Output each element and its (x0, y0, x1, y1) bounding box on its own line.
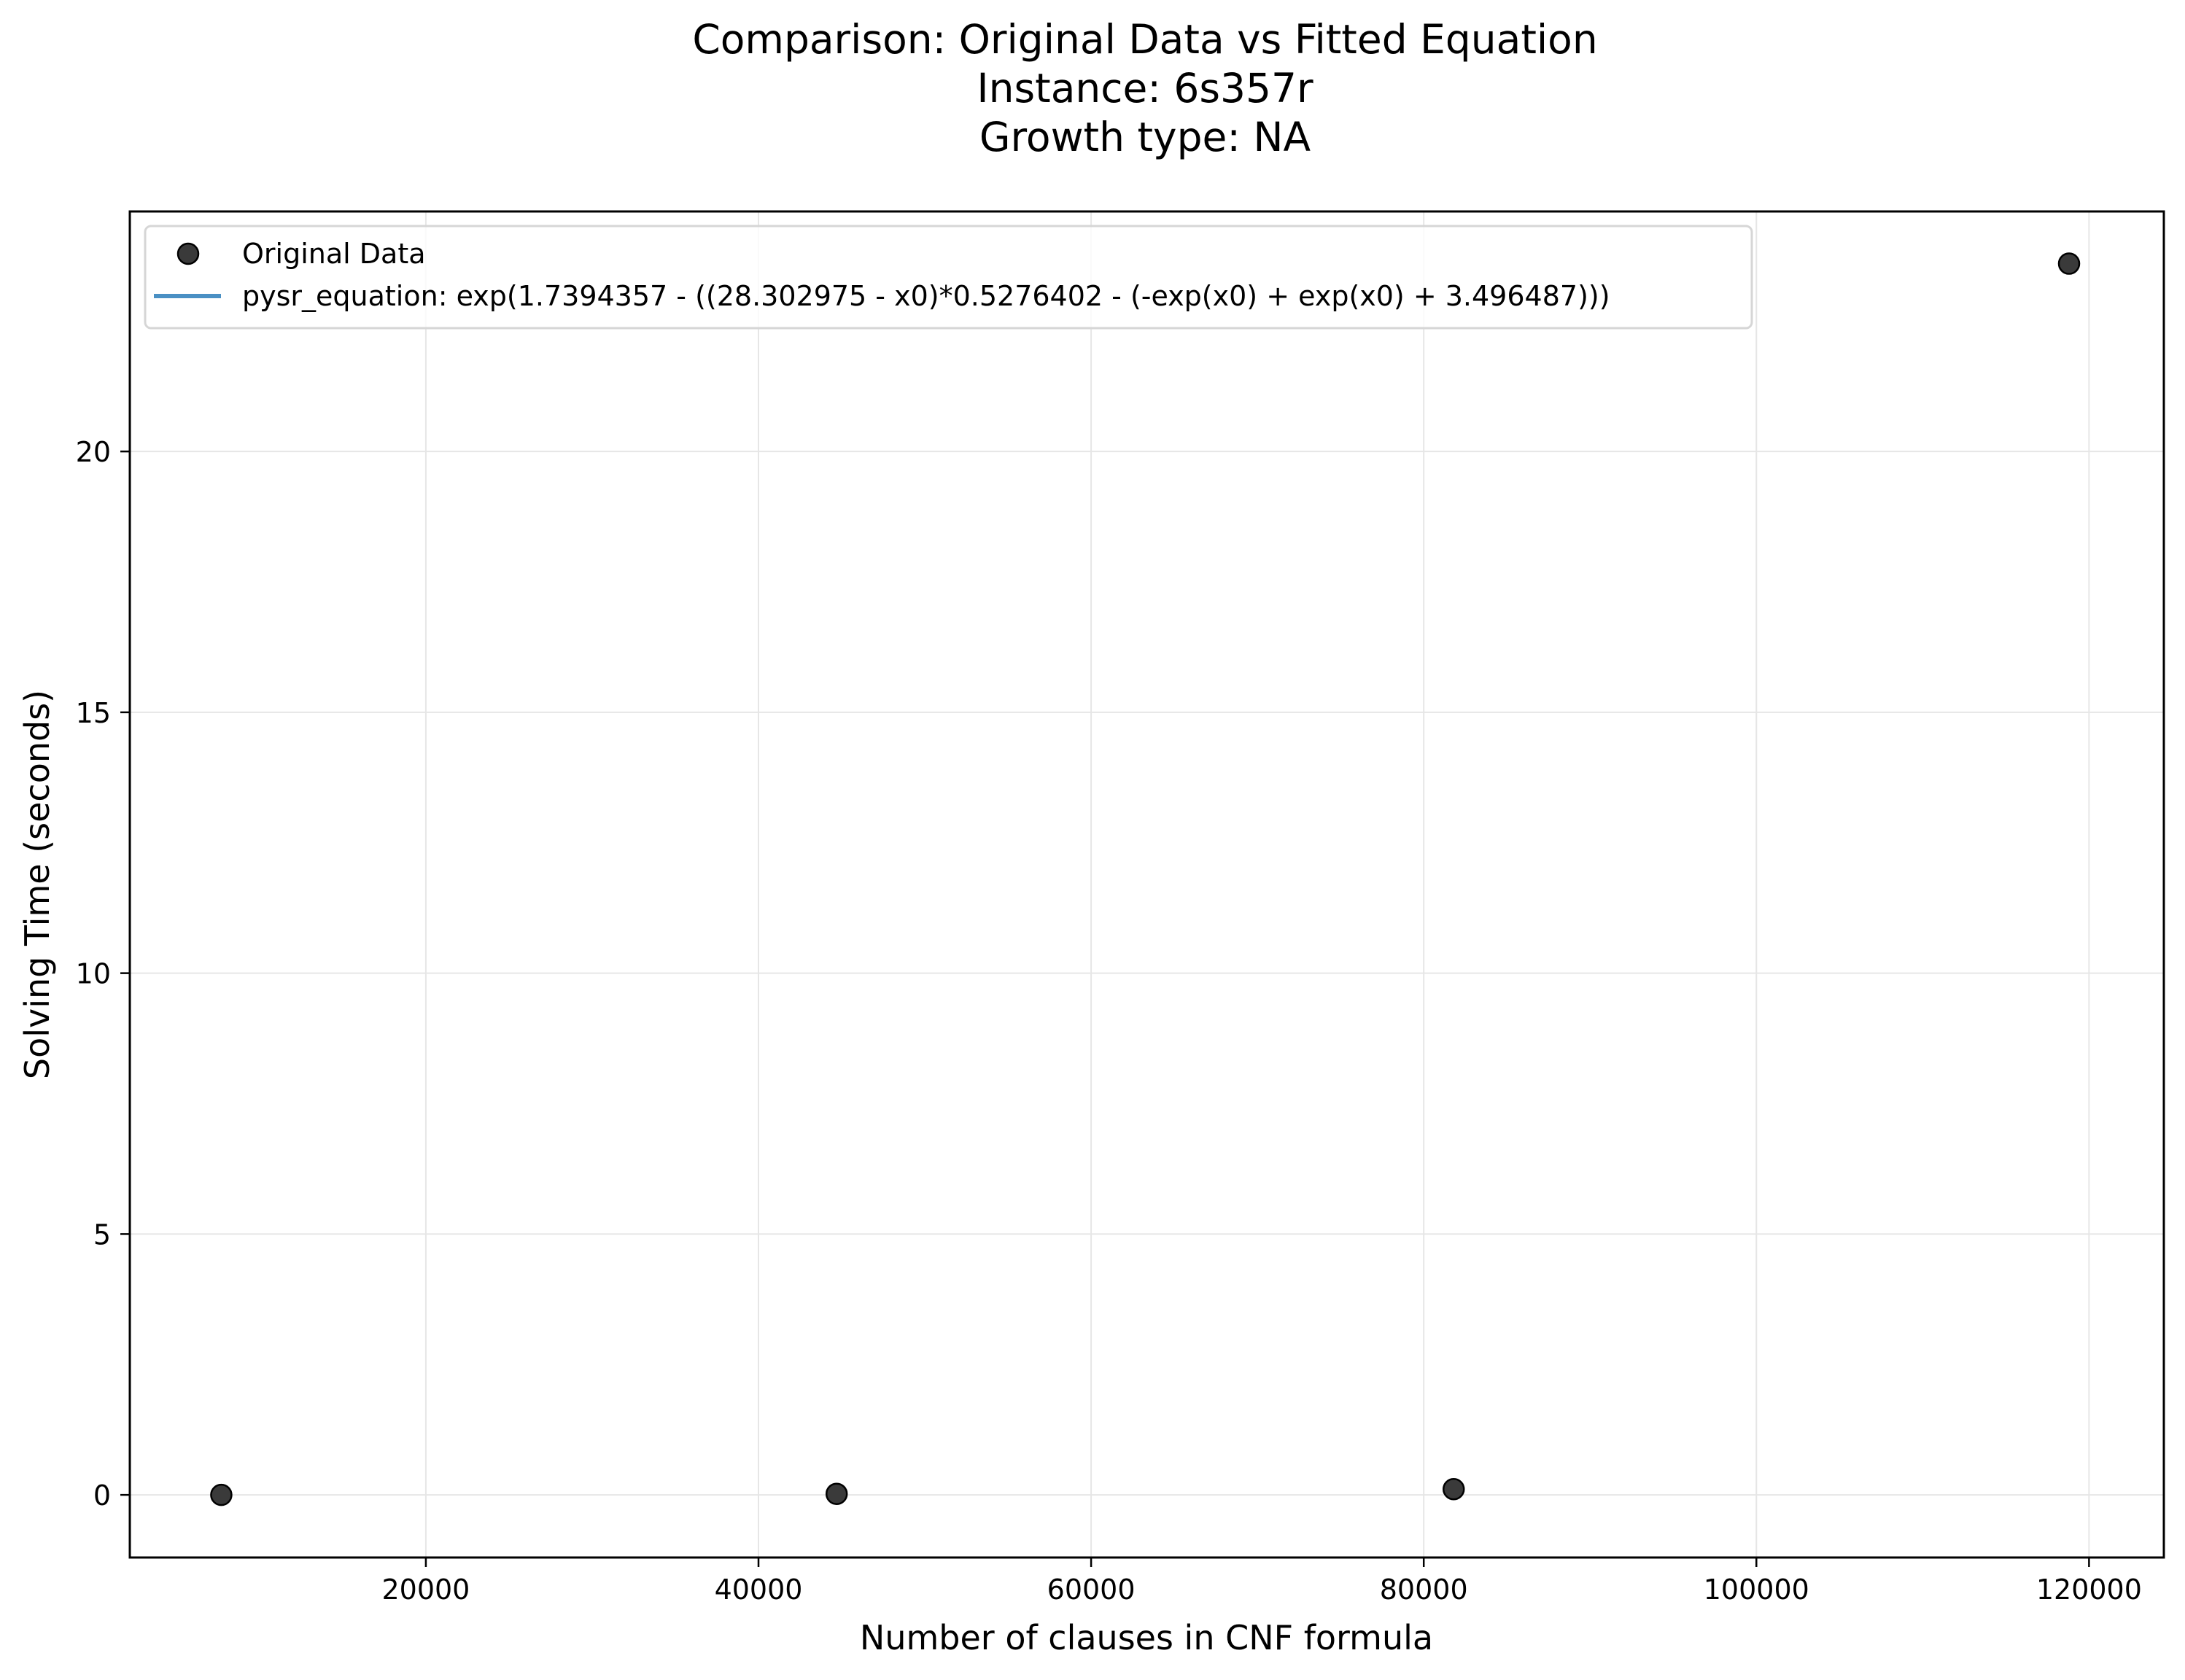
legend: Original Data pysr_equation: exp(1.73943… (144, 225, 1753, 330)
plot-area-frame (128, 210, 2165, 1559)
x-tick-label: 60000 (1047, 1574, 1136, 1606)
data-points (210, 252, 2081, 1506)
chart-title-line-3: Growth type: NA (979, 114, 1311, 160)
data-point (2057, 252, 2081, 275)
x-tick-label: 80000 (1380, 1574, 1468, 1606)
x-tick-label: 20000 (381, 1574, 470, 1606)
data-point (210, 1483, 233, 1506)
y-axis-label: Solving Time (seconds) (18, 690, 57, 1079)
x-tick-label: 40000 (715, 1574, 803, 1606)
chart-title-line-1: Comparison: Original Data vs Fitted Equa… (692, 16, 1597, 63)
data-point (825, 1482, 848, 1505)
y-tick-label: 5 (93, 1218, 111, 1251)
x-tick-label: 100000 (1704, 1574, 1809, 1606)
y-tick-label: 0 (93, 1479, 111, 1512)
legend-label-original-data: Original Data (242, 238, 426, 270)
chart-title-line-2: Instance: 6s357r (977, 65, 1313, 112)
y-tick-label: 10 (76, 958, 111, 990)
legend-label-pysr-equation: pysr_equation: exp(1.7394357 - ((28.3029… (242, 280, 1610, 312)
legend-box (144, 225, 1753, 330)
x-axis-label: Number of clauses in CNF formula (860, 1618, 1433, 1657)
x-tick-label: 120000 (2036, 1574, 2142, 1606)
grid (130, 211, 2164, 1558)
y-tick-label: 20 (76, 436, 111, 468)
legend-marker-original-data (176, 242, 200, 265)
axis-ticks: 20000 40000 60000 80000 100000 120000 0 5 10 15 20 (76, 436, 2142, 1606)
data-point (1442, 1478, 1465, 1501)
y-tick-label: 15 (76, 697, 111, 729)
